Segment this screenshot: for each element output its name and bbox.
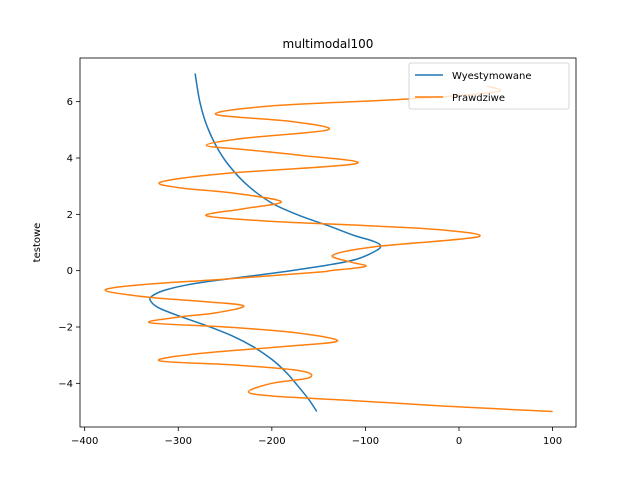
series-line-prawdziwe [104, 85, 553, 413]
x-tick-label: −200 [258, 436, 285, 447]
series-layer [104, 73, 553, 413]
y-axis: −4 −2 0 2 4 6 [58, 97, 80, 390]
series-line-wyestymowane [149, 73, 382, 412]
legend-label-prawdziwe: Prawdziwe [452, 93, 505, 104]
chart-title: multimodal100 [283, 37, 374, 51]
plot-frame [79, 57, 577, 428]
x-tick-label: 0 [456, 436, 462, 447]
y-tick-label: −2 [58, 323, 73, 334]
x-tick-label: 100 [543, 436, 562, 447]
x-axis: −400 −300 −200 −100 0 100 [71, 427, 562, 447]
legend-box [408, 62, 570, 110]
y-tick-label: 6 [67, 97, 73, 108]
legend: Wyestymowane Prawdziwe [408, 62, 570, 110]
x-tick-label: −300 [165, 436, 192, 447]
y-tick-label: −4 [58, 379, 73, 390]
legend-label-wyestymowane: Wyestymowane [452, 71, 532, 82]
y-tick-label: 0 [67, 266, 73, 277]
y-axis-label: testowe [32, 223, 43, 263]
y-tick-label: 2 [67, 210, 73, 221]
plot-area [79, 57, 577, 428]
x-tick-label: −100 [352, 436, 379, 447]
x-tick-label: −400 [71, 436, 98, 447]
y-tick-label: 4 [67, 153, 73, 164]
